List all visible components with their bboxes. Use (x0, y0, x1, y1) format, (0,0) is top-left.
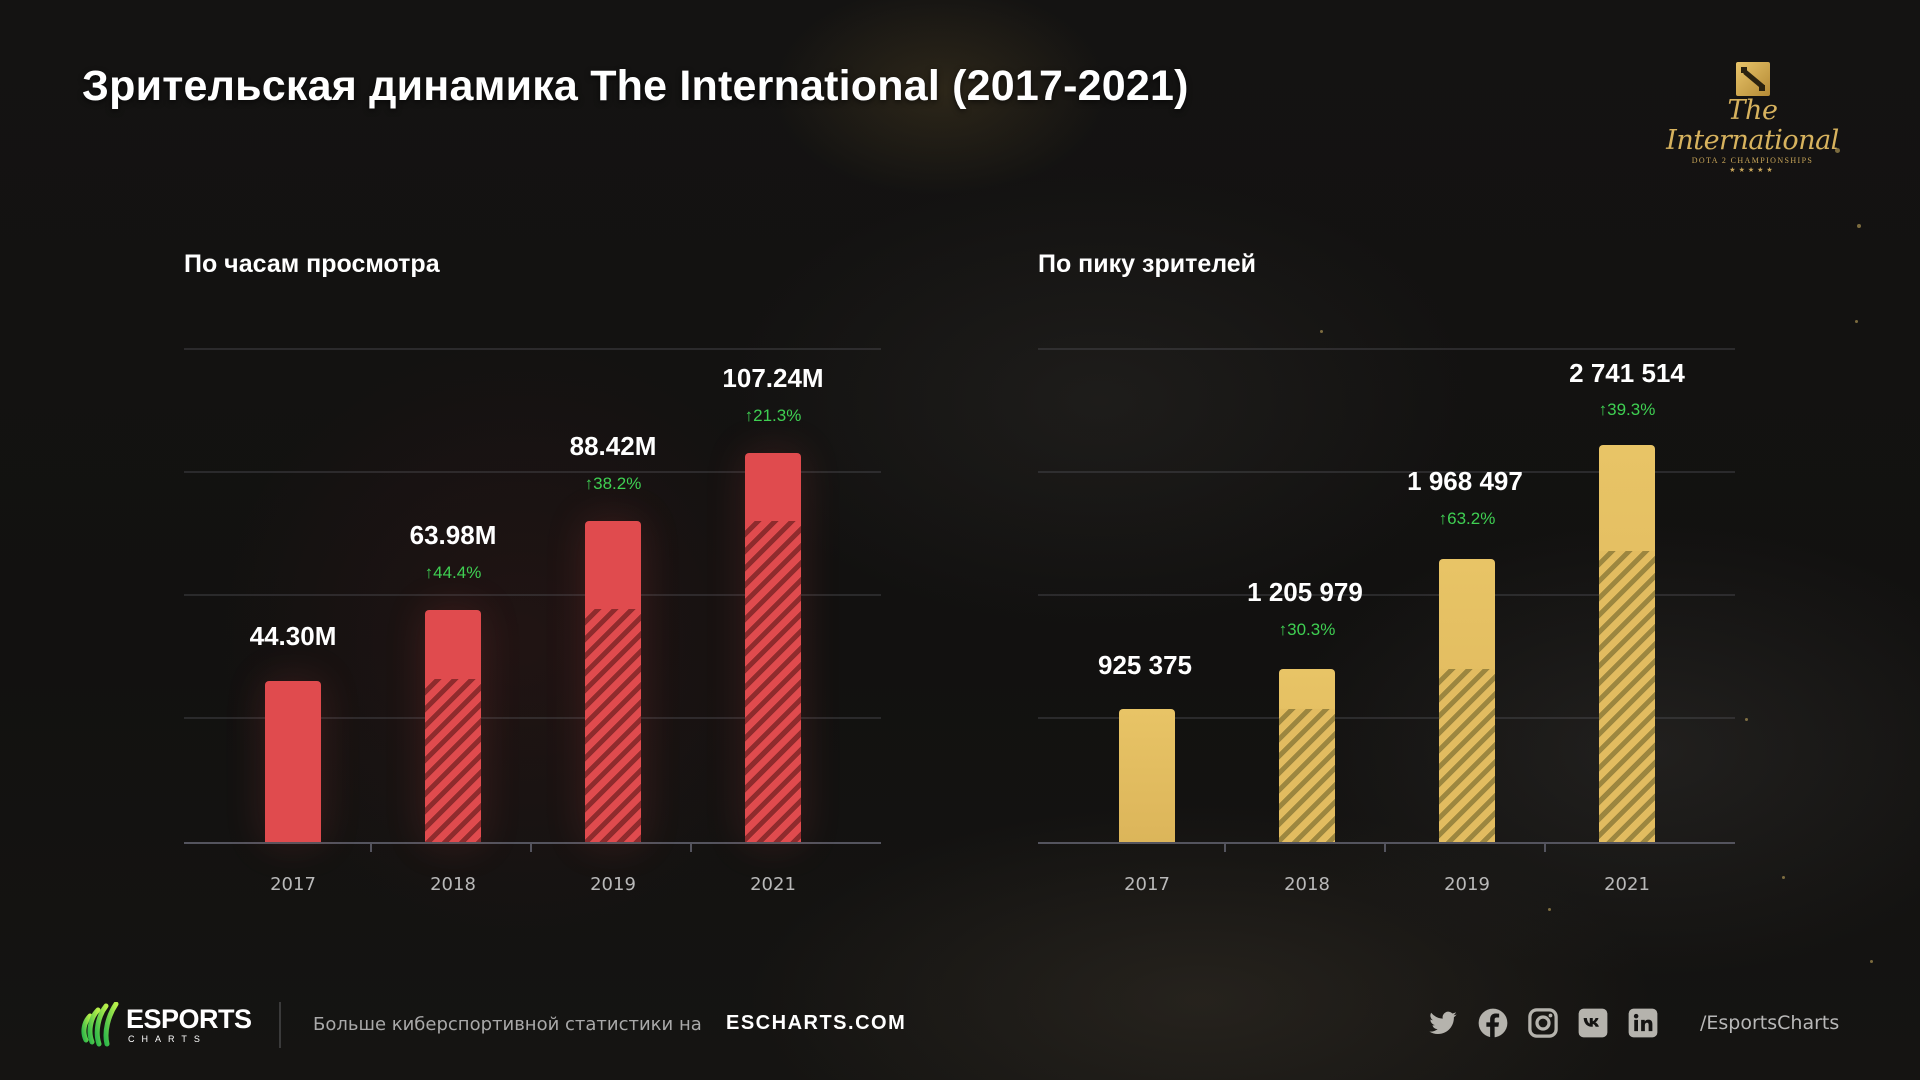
bar-value-label: 1 968 497 (1407, 466, 1523, 496)
previous-year-hatch (1279, 709, 1335, 842)
background-sparkle (1782, 876, 1785, 879)
esports-charts-logo[interactable]: ESPORTS CHARTS (80, 1002, 252, 1048)
axis-tick (1384, 843, 1386, 852)
footer-divider (279, 1002, 281, 1048)
footer: ESPORTS CHARTS Больше киберспортивной ст… (0, 990, 1920, 1060)
bar-2021[interactable] (1599, 445, 1655, 842)
grid-line (1038, 471, 1735, 473)
axis-tick (1224, 843, 1226, 852)
axis-tick (530, 843, 532, 852)
instagram-icon[interactable] (1528, 1008, 1558, 1038)
the-international-logo: The International DOTA 2 CHAMPIONSHIPS ★… (1655, 62, 1850, 174)
brand-sub: CHARTS (128, 1034, 207, 1044)
background-sparkle (1320, 330, 1323, 333)
grid-line (1038, 594, 1735, 596)
x-tick-label: 2017 (270, 874, 316, 895)
axis-tick (690, 843, 692, 852)
previous-year-hatch (1439, 669, 1495, 842)
bar-value-label: 63.98M (409, 520, 497, 550)
background-sparkle (1855, 320, 1858, 323)
x-axis (184, 842, 881, 844)
bar-value-label: 2 741 514 (1569, 358, 1685, 388)
brand-word: ESPORTS (126, 1004, 252, 1034)
linkedin-icon[interactable] (1628, 1008, 1658, 1038)
bar-2017[interactable] (1119, 709, 1175, 842)
bar-value-label: 88.42M (569, 431, 657, 461)
bar-value-label: 44.30M (249, 621, 337, 651)
bar-value-label: 1 205 979 (1247, 577, 1363, 607)
grid-line (184, 471, 881, 473)
bar-2018[interactable] (1279, 669, 1335, 842)
vk-icon[interactable] (1578, 1008, 1608, 1038)
dota2-logo-icon (1735, 62, 1770, 96)
x-axis (1038, 842, 1735, 844)
grid-line (184, 348, 881, 350)
social-handle[interactable]: /EsportsCharts (1700, 1012, 1840, 1034)
bar-2018[interactable] (425, 610, 481, 842)
bar-value-label: 107.24M (722, 363, 824, 393)
x-tick-label: 2018 (430, 874, 476, 895)
bar-2021[interactable] (745, 453, 801, 842)
background-sparkle (1745, 718, 1748, 721)
x-tick-label: 2018 (1284, 874, 1330, 895)
growth-label: ↑63.2% (1438, 509, 1496, 528)
esports-charts-mark-icon (81, 1002, 119, 1047)
growth-label: ↑44.4% (424, 563, 482, 582)
axis-tick (1544, 843, 1546, 852)
growth-label: ↑38.2% (584, 474, 642, 493)
escharts-link[interactable]: ESCHARTS.COM (726, 1012, 907, 1034)
previous-year-hatch (745, 521, 801, 842)
axis-tick (370, 843, 372, 852)
grid-line (184, 717, 881, 719)
previous-year-hatch (585, 609, 641, 842)
ti-logo-subtitle: DOTA 2 CHAMPIONSHIPS (1691, 156, 1814, 165)
x-tick-label: 2017 (1124, 874, 1170, 895)
x-tick-label: 2019 (590, 874, 636, 895)
peak-viewers-chart: По пику зрителей 925 375 2017 1 205 979 … (1038, 240, 1735, 900)
background-sparkle (1857, 224, 1861, 228)
background-sparkle (1870, 960, 1873, 963)
ti-logo-stars: ★★★★★ (1729, 166, 1776, 174)
chart-subtitle: По часам просмотра (184, 250, 440, 278)
bar-2019[interactable] (585, 521, 641, 842)
bar-2017[interactable] (265, 681, 321, 842)
growth-label: ↑30.3% (1278, 620, 1336, 639)
growth-label: ↑39.3% (1598, 400, 1656, 419)
x-tick-label: 2021 (750, 874, 796, 895)
background-sparkle (1548, 908, 1551, 911)
page-title: Зрительская динамика The International (… (82, 62, 1189, 110)
x-tick-label: 2021 (1604, 874, 1650, 895)
hours-watched-chart: По часам просмотра 44.30M 2017 63.98M ↑4… (184, 240, 881, 900)
facebook-icon[interactable] (1478, 1008, 1508, 1038)
twitter-icon[interactable] (1428, 1008, 1458, 1038)
previous-year-hatch (1599, 551, 1655, 842)
grid-line (184, 594, 881, 596)
grid-line (1038, 717, 1735, 719)
previous-year-hatch (425, 679, 481, 842)
bar-2019[interactable] (1439, 559, 1495, 842)
promo-text: Больше киберспортивной статистики на (313, 1014, 702, 1035)
background-sparkle (1835, 148, 1840, 153)
growth-label: ↑21.3% (744, 406, 802, 425)
x-tick-label: 2019 (1444, 874, 1490, 895)
grid-line (1038, 348, 1735, 350)
bar-value-label: 925 375 (1098, 650, 1192, 680)
ti-logo-script: The International (1666, 95, 1839, 156)
chart-subtitle: По пику зрителей (1038, 250, 1257, 278)
